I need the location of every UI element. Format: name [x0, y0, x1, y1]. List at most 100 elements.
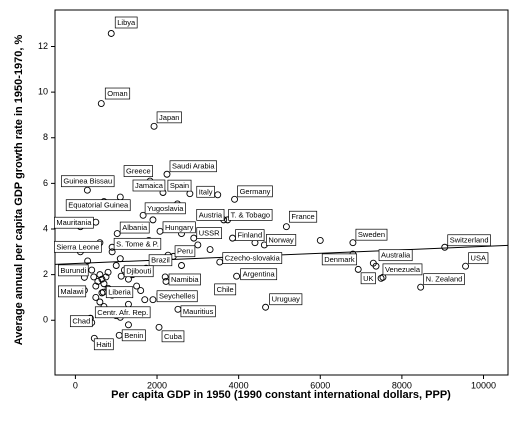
point-label: Yugoslavia [147, 204, 184, 213]
point-label: Austria [199, 210, 223, 219]
point-label-box: Jamaica [132, 179, 166, 192]
point-label-box: Centr. Afr. Rep. [94, 306, 151, 319]
point-label: Benin [124, 331, 143, 340]
point-label: Japan [159, 113, 179, 122]
point-label-box: Peru [174, 245, 196, 258]
point-label: USA [471, 254, 486, 263]
data-point [349, 239, 357, 247]
point-label-box: Argentina [240, 268, 278, 281]
point-label-box: Mauritania [54, 216, 94, 229]
data-point [369, 259, 377, 267]
point-label-box: Guinea Bissau [61, 175, 115, 188]
point-label: Cuba [164, 332, 183, 341]
point-label: Liberia [108, 288, 131, 297]
point-label-box: Yugoslavia [144, 202, 186, 215]
data-point [104, 268, 112, 276]
label-box [321, 253, 358, 266]
y-tick-label: 8 [43, 132, 48, 142]
label-box [423, 273, 465, 286]
data-point [133, 282, 141, 290]
data-point [417, 283, 425, 291]
point-label: Switzerland [450, 236, 489, 245]
label-box [196, 185, 215, 198]
data-point [90, 273, 98, 281]
point-label: Hungary [165, 223, 194, 232]
label-box [54, 240, 102, 253]
x-axis-title: Per capita GDP in 1950 (1990 constant in… [111, 389, 451, 401]
point-label: Mauritania [56, 218, 92, 227]
data-point [229, 234, 236, 242]
point-label-box: Japan [156, 111, 182, 124]
data-point [262, 303, 270, 311]
point-label-box: USA [468, 252, 489, 265]
point-label: Denmark [324, 255, 355, 264]
data-point [316, 236, 324, 244]
point-label: Argentina [243, 270, 276, 279]
plot-frame [54, 9, 509, 376]
point-label-box: Cuba [161, 330, 185, 343]
label-box [382, 263, 423, 276]
point-label: UK [363, 274, 373, 283]
data-point [216, 258, 224, 266]
point-label-box: Australia [378, 249, 413, 262]
data-point [92, 282, 100, 290]
data-point [98, 289, 106, 297]
data-point [125, 321, 132, 329]
point-label: Namibia [171, 275, 199, 284]
data-point [186, 190, 194, 198]
point-label: Mauritius [183, 307, 214, 316]
label-box [240, 268, 278, 281]
point-label: Saudi Arabia [172, 162, 215, 171]
y-tick-label: 6 [43, 178, 48, 188]
point-label-box: Greece [123, 165, 154, 177]
data-point [178, 262, 185, 269]
label-box [214, 283, 237, 296]
x-tick-label: 10000 [471, 380, 496, 390]
data-point [88, 266, 96, 274]
data-point [206, 246, 214, 253]
label-box [447, 234, 491, 247]
point-label-box: Switzerland [447, 234, 491, 247]
data-point [149, 216, 157, 224]
y-tick-label: 12 [38, 41, 48, 51]
label-box [58, 264, 89, 277]
point-label: Equatorial Guinea [68, 201, 129, 210]
label-box [114, 16, 138, 29]
x-tick-label: 0 [73, 380, 78, 390]
point-label: Jamaica [135, 181, 164, 190]
point-label-box: Haiti [93, 338, 114, 351]
point-label-box: Djibouti [123, 265, 154, 278]
data-point [108, 248, 116, 256]
point-label: Guinea Bissau [63, 177, 112, 186]
label-box [169, 160, 217, 173]
point-label: Albania [122, 223, 148, 232]
label-box [168, 273, 201, 286]
y-tick-label: 2 [43, 269, 48, 279]
point-label-box: Mauritius [180, 305, 216, 318]
point-label: S. Tome & P. [116, 239, 159, 248]
label-box [123, 165, 154, 177]
point-label-box: Spain [167, 179, 192, 192]
point-label: Australia [381, 251, 411, 260]
data-point [96, 298, 104, 306]
data-point [163, 170, 171, 178]
point-label: Peru [177, 247, 193, 256]
y-axis-title: Average annual per capita GDP growth rat… [13, 35, 25, 346]
data-point [102, 273, 110, 281]
data-point [462, 262, 470, 270]
point-label-box: S. Tome & P. [113, 237, 162, 250]
point-label-box: UK [360, 272, 376, 285]
point-label-box: Uruguay [269, 293, 303, 306]
label-box [162, 221, 196, 234]
label-box [121, 329, 146, 342]
label-box [269, 293, 303, 306]
data-point [115, 331, 123, 339]
label-box [237, 185, 273, 198]
label-box [54, 216, 94, 229]
point-label-box: Burundi [58, 264, 89, 277]
point-label-box: Italy [196, 185, 215, 198]
data-point [113, 230, 121, 238]
point-label-box: Venezuela [382, 263, 423, 276]
